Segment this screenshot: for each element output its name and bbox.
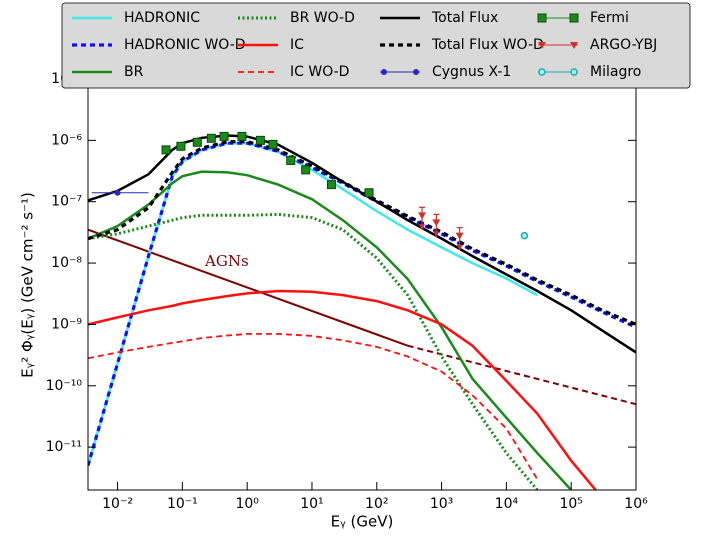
data-point [206, 133, 216, 143]
y-tick-label: 10⁻⁹ [51, 316, 82, 332]
legend-label: ARGO-YBJ [590, 37, 657, 53]
x-axis-label: Eᵧ (GeV) [331, 513, 394, 531]
y-tick-label: 10⁻¹⁰ [46, 378, 83, 394]
x-tick-label: 10⁶ [624, 496, 648, 512]
y-tick-label: 10⁻⁷ [51, 194, 82, 210]
data-point [286, 155, 296, 165]
data-point [520, 231, 529, 240]
x-tick-label: 10⁻² [102, 496, 133, 512]
data-point [418, 212, 427, 220]
legend-marker [538, 68, 546, 76]
x-tick-label: 10² [365, 496, 388, 512]
x-tick-label: 10⁻¹ [167, 496, 198, 512]
data-point [161, 145, 171, 155]
agn-label: AGNs [204, 252, 249, 270]
legend-label: Fermi [590, 10, 629, 26]
series-line [88, 333, 539, 480]
upper-limit-arrow [419, 224, 426, 231]
data-point [176, 141, 186, 151]
legend-marker [569, 13, 579, 23]
x-tick-label: 10⁰ [235, 496, 259, 512]
curves [88, 134, 636, 490]
legend-label: BR [124, 64, 144, 80]
data-point [301, 165, 311, 175]
y-tick-label: 10⁻⁸ [51, 255, 82, 271]
legend-marker [538, 42, 546, 49]
legend-label: HADRONIC WO-D [124, 37, 246, 53]
legend-marker [537, 13, 547, 23]
legend-marker [570, 68, 578, 76]
x-tick-label: 10¹ [300, 496, 323, 512]
y-axis-label: Eᵧ² Φᵧ(Eᵧ) (GeV cm⁻² s⁻¹) [19, 192, 37, 378]
legend-label: Cygnus X-1 [432, 64, 511, 80]
data-point [237, 131, 247, 141]
legend-label: IC WO-D [290, 64, 349, 80]
plot-area [88, 79, 636, 490]
x-tick-label: 10⁴ [495, 496, 519, 512]
legend-label: IC [290, 37, 304, 53]
legend-box [61, 2, 691, 89]
legend-label: BR WO-D [290, 10, 355, 26]
data-point [326, 180, 336, 190]
legend-label: Milagro [590, 64, 641, 80]
legend-marker [413, 69, 419, 75]
data-point [114, 189, 121, 196]
agn-line [88, 228, 409, 347]
data-point [455, 232, 464, 240]
legend-label: Total Flux [431, 10, 498, 26]
data-point [268, 139, 278, 149]
x-tick-label: 10³ [430, 496, 453, 512]
series-line [88, 170, 573, 490]
data-point [255, 135, 265, 145]
legend-marker [381, 69, 387, 75]
data-point [219, 131, 229, 141]
axes: 10⁻² 10⁻¹ 10⁰ 10¹ 10² 10³ 10⁴ 10⁵ 10⁶ 10⁻¹¹ 10⁻¹⁰ 1… [46, 71, 649, 512]
series-line [88, 289, 598, 490]
data-point [432, 219, 441, 227]
data-point [364, 188, 374, 198]
x-tick-label: 10⁵ [559, 496, 582, 512]
y-tick-label: 10⁻⁶ [51, 132, 82, 148]
series-line [88, 212, 539, 490]
upper-limit-arrow [433, 231, 440, 238]
series-line [88, 140, 636, 326]
legend-label: HADRONIC [124, 10, 200, 26]
legend: HADRONIC HADRONIC WO-D BR BR WO-D IC IC WO-D T… [61, 2, 691, 89]
data-point [192, 137, 202, 147]
legend-marker [570, 42, 578, 49]
upper-limit-arrow [456, 244, 463, 251]
y-tick-label: 10⁻¹¹ [46, 439, 82, 455]
legend-label: Total Flux WO-D [431, 37, 544, 53]
